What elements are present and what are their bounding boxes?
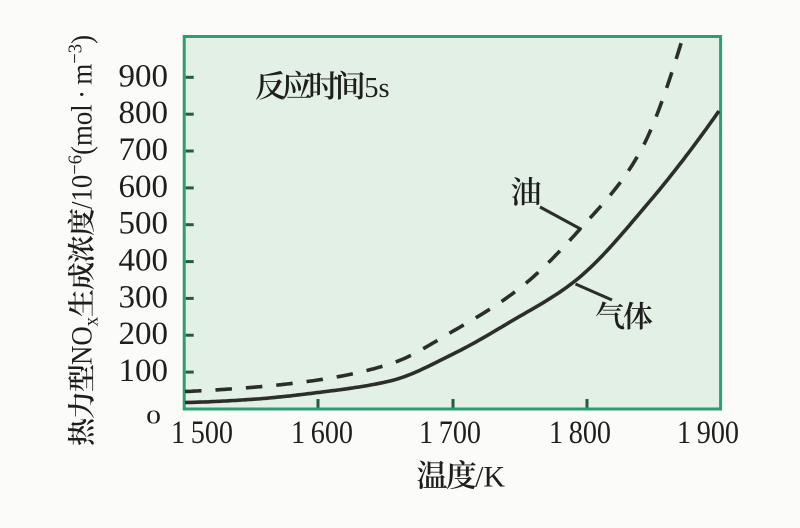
svg-text:300: 300 [119,279,169,315]
svg-text:600: 600 [119,169,169,205]
svg-text:200: 200 [119,316,169,352]
svg-text:1 600: 1 600 [291,415,353,451]
svg-text:400: 400 [119,243,169,279]
svg-text:700: 700 [119,132,169,168]
svg-text:x: x [81,317,103,326]
svg-text:1 900: 1 900 [677,415,739,451]
svg-text:): ) [67,35,99,44]
svg-text:800: 800 [119,95,169,131]
svg-text:1 700: 1 700 [419,415,481,451]
svg-text:5s: 5s [364,73,389,104]
svg-text:500: 500 [119,206,169,242]
svg-text:0: 0 [146,406,161,428]
svg-text:−6: −6 [65,155,87,175]
svg-text:−3: −3 [65,44,87,64]
svg-text:NO: NO [67,326,99,365]
svg-text:100: 100 [119,353,169,389]
svg-text:(mol: (mol [67,104,99,155]
svg-text:900: 900 [119,58,169,94]
svg-text:m: m [67,64,99,85]
svg-text:·: · [67,85,99,105]
svg-text:1 800: 1 800 [549,415,611,451]
svg-text:/K: /K [475,461,505,494]
svg-text:/10: /10 [67,175,99,209]
svg-text:1 500: 1 500 [171,415,233,451]
